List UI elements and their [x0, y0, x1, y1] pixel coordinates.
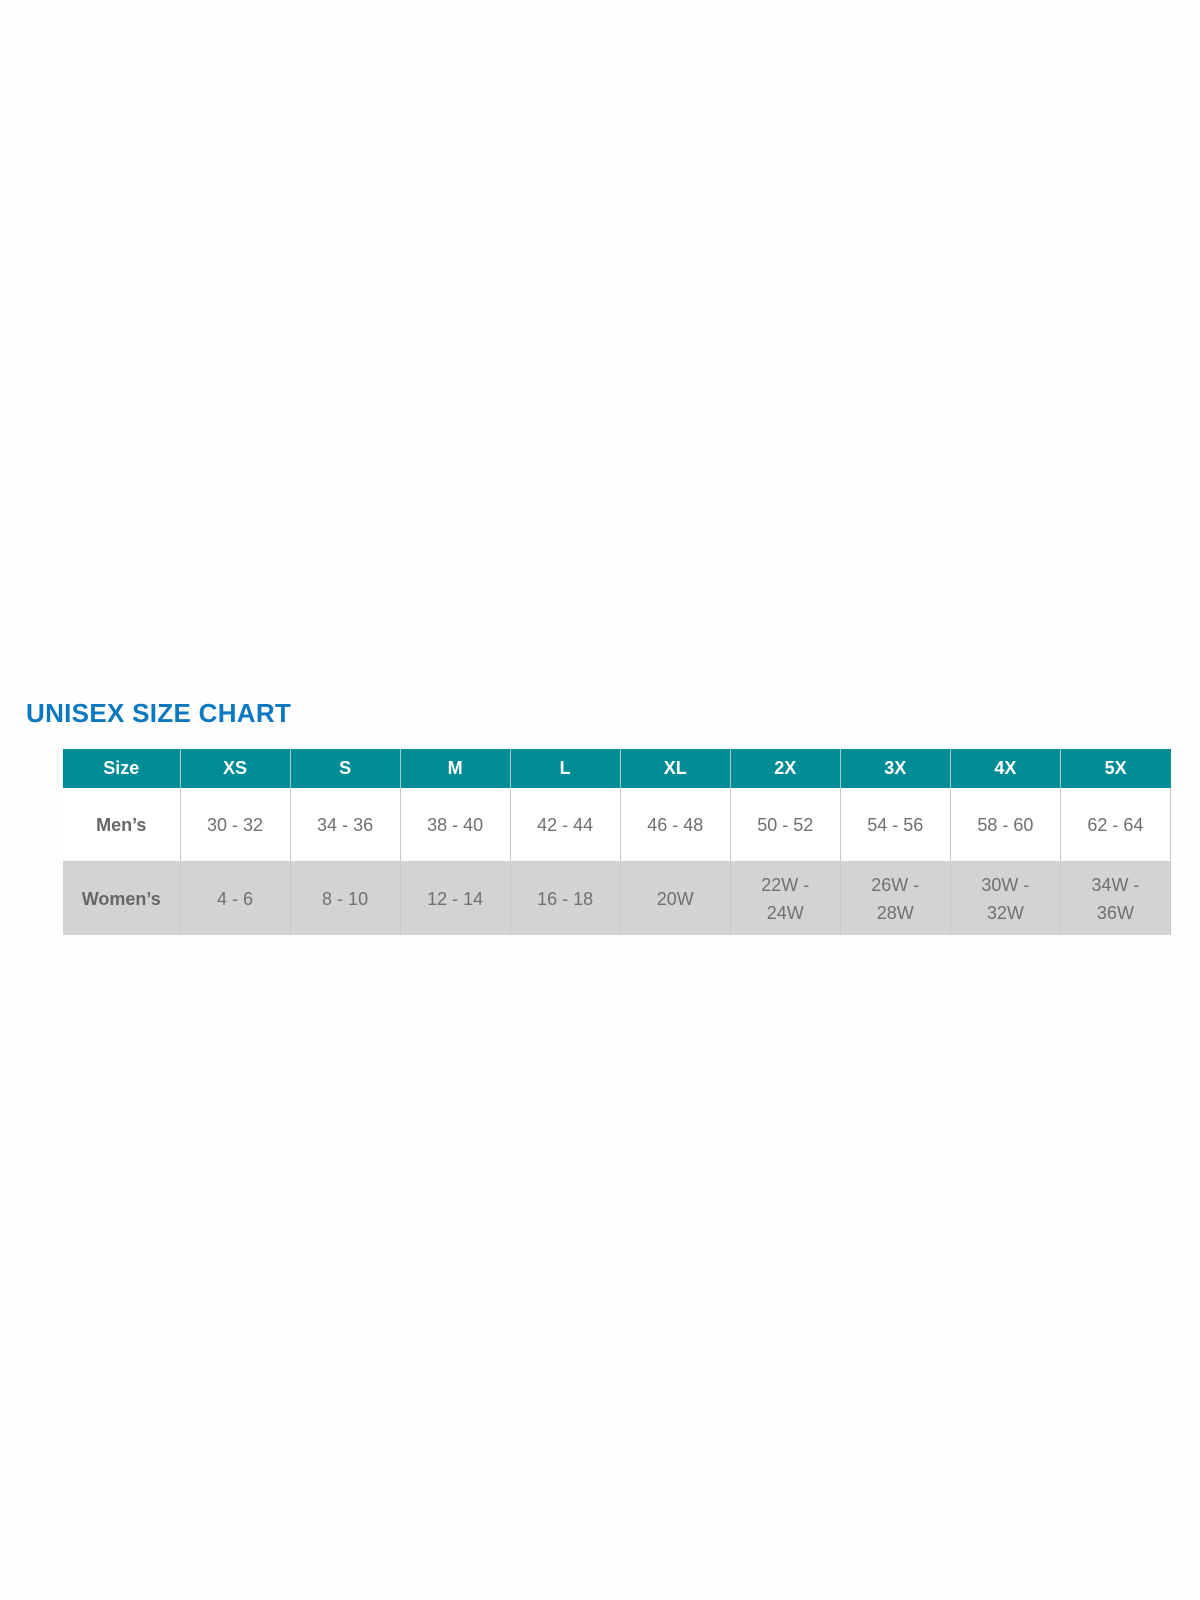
- table-cell: 38 - 40: [399, 788, 511, 862]
- table-cell: 8 - 10: [289, 861, 401, 935]
- table-cell: 34 - 36: [289, 788, 401, 862]
- table-cell: 20W: [619, 861, 731, 935]
- table-row-mens: Men’s 30 - 32 34 - 36 38 - 40 42 - 44 46…: [63, 788, 1172, 862]
- size-chart-table: Size XS S M L XL 2X 3X 4X 5X Men’s 30 - …: [63, 749, 1172, 935]
- row-label: Men’s: [63, 788, 180, 862]
- table-cell: 46 - 48: [619, 788, 731, 862]
- header-row: Size XS S M L XL 2X 3X 4X 5X: [63, 749, 1171, 788]
- table-cell: 30 - 32: [179, 788, 291, 862]
- table-cell: 26W - 28W: [839, 861, 951, 935]
- header-cell: M: [399, 749, 511, 788]
- table-cell: 12 - 14: [399, 861, 511, 935]
- table-cell: 16 - 18: [509, 861, 621, 935]
- table-row-womens: Women’s 4 - 6 8 - 10 12 - 14 16 - 18 20W…: [63, 861, 1172, 935]
- header-cell: XS: [179, 749, 291, 788]
- header-cell: 5X: [1059, 749, 1171, 788]
- header-cell: XL: [619, 749, 731, 788]
- table-cell: 34W - 36W: [1059, 861, 1172, 935]
- cell-text: 30W - 32W: [981, 874, 1030, 923]
- header-cell: 3X: [839, 749, 951, 788]
- table-cell: 50 - 52: [729, 788, 841, 862]
- header-cell: L: [509, 749, 621, 788]
- table-cell: 22W - 24W: [729, 861, 841, 935]
- header-cell: Size: [63, 749, 180, 788]
- row-label: Women’s: [63, 861, 180, 935]
- table-cell: 30W - 32W: [949, 861, 1061, 935]
- header-cell: 2X: [729, 749, 841, 788]
- table-cell: 58 - 60: [949, 788, 1061, 862]
- cell-text: 22W - 24W: [761, 874, 810, 923]
- table-cell: 4 - 6: [179, 861, 291, 935]
- cell-text: 26W - 28W: [871, 874, 920, 923]
- table-cell: 42 - 44: [509, 788, 621, 862]
- header-cell: S: [289, 749, 401, 788]
- table-cell: 54 - 56: [839, 788, 951, 862]
- cell-text: 34W - 36W: [1091, 874, 1140, 923]
- page-title: UNISEX SIZE CHART: [26, 698, 292, 728]
- header-cell: 4X: [949, 749, 1061, 788]
- table-cell: 62 - 64: [1059, 788, 1172, 862]
